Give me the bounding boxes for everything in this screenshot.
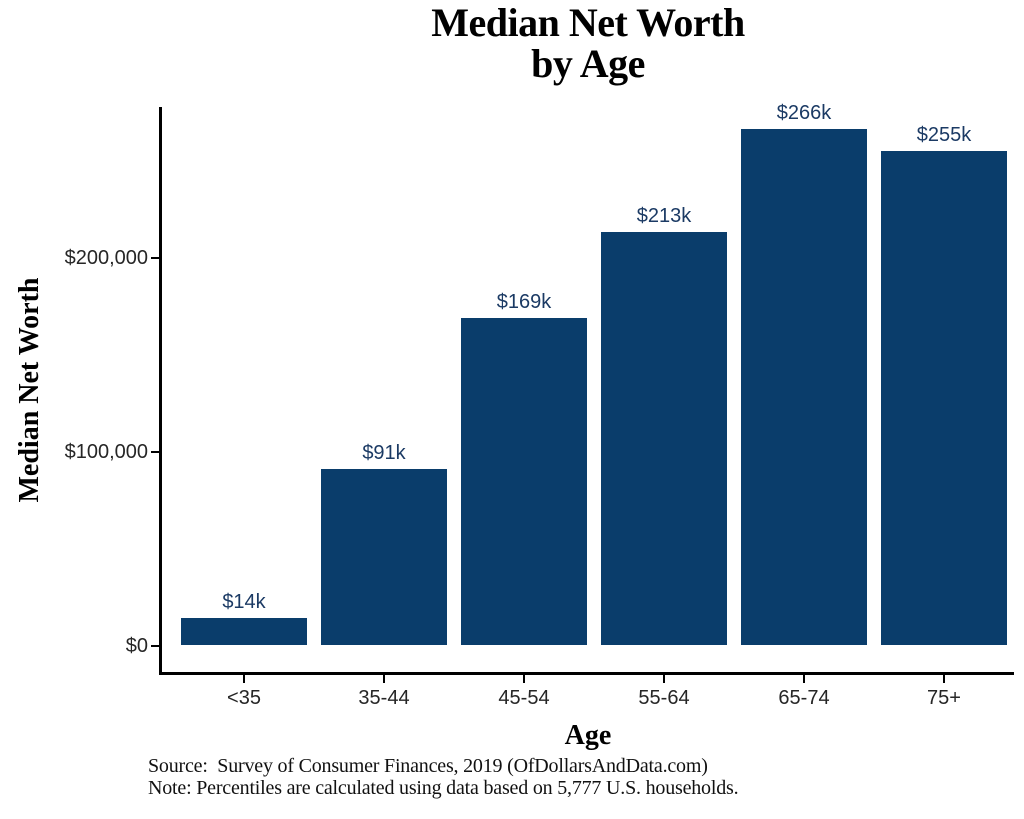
x-tick-mark [243, 675, 245, 683]
x-tick-mark [663, 675, 665, 683]
x-tick-label: 45-54 [498, 687, 550, 709]
y-tick-mark [151, 450, 159, 453]
bar-value-label: $255k [916, 123, 972, 146]
y-tick-label: $0 [125, 634, 148, 657]
x-tick-label: 75+ [927, 687, 961, 709]
bar-value-label: $169k [496, 290, 552, 313]
y-axis-line [159, 107, 162, 675]
source-note: Source: Survey of Consumer Finances, 201… [148, 755, 708, 777]
x-tick-label: <35 [227, 687, 261, 709]
x-tick-label: 35-44 [358, 687, 410, 709]
bar-65-74 [741, 129, 867, 646]
x-tick-label: 65-74 [778, 687, 830, 709]
bar-35-44 [321, 468, 447, 646]
bar-<35 [181, 618, 307, 646]
y-tick-mark [151, 256, 159, 259]
bar-value-label: $266k [776, 102, 832, 125]
y-tick-label: $100,000 [64, 440, 148, 463]
y-axis-title: Median Net Worth [14, 277, 45, 503]
chart-title-line-2: by Age [531, 41, 645, 86]
chart-title-line-1: Median Net Worth [431, 0, 745, 45]
x-tick-label: 55-64 [638, 687, 690, 709]
x-tick-mark [523, 675, 525, 683]
y-tick-mark [151, 644, 159, 647]
plot-panel: $0 $100,000 $200,000 $14k <35 $91k 35-44 $169k 4… [65, 102, 1014, 709]
bar-value-label: $14k [222, 591, 266, 614]
caption: Source: Survey of Consumer Finances, 201… [148, 755, 739, 799]
chart-title: Median Net Worth by Age [162, 2, 1014, 84]
x-axis-line [159, 672, 1014, 675]
bar-45-54 [461, 317, 587, 646]
bar-75+ [881, 150, 1007, 646]
x-axis-title: Age [564, 720, 612, 751]
method-note: Note: Percentiles are calculated using d… [148, 776, 739, 799]
bar-value-label: $213k [636, 205, 692, 228]
x-tick-mark [943, 675, 945, 683]
bar-value-label: $91k [362, 441, 406, 464]
x-tick-mark [383, 675, 385, 683]
bar-55-64 [601, 232, 727, 646]
y-tick-label: $200,000 [64, 246, 148, 269]
x-tick-mark [803, 675, 805, 683]
